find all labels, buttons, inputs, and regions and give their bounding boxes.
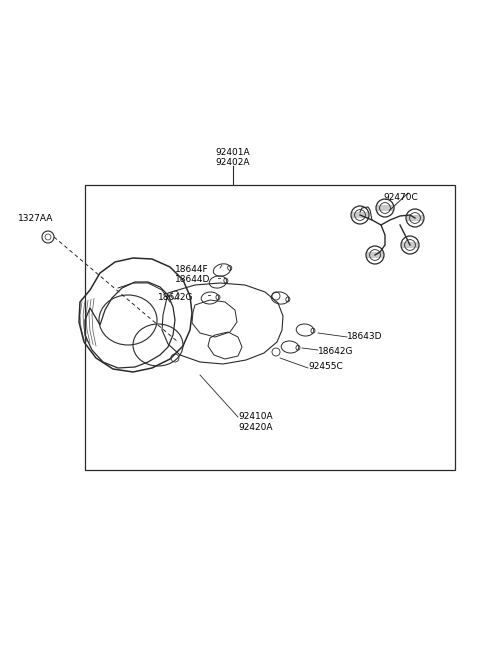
Text: 92470C: 92470C <box>383 193 418 202</box>
Text: 92410A: 92410A <box>238 412 273 421</box>
Text: 18644F: 18644F <box>175 265 209 274</box>
Bar <box>85 185 455 470</box>
Text: 18644D: 18644D <box>175 275 210 284</box>
Text: 92455C: 92455C <box>308 362 343 371</box>
Text: 18643D: 18643D <box>347 332 383 341</box>
Text: 18642G: 18642G <box>318 347 353 356</box>
Text: 92420A: 92420A <box>238 423 273 432</box>
Text: 92401A: 92401A <box>216 148 250 157</box>
Text: 1327AA: 1327AA <box>18 214 53 223</box>
Text: 92402A: 92402A <box>216 158 250 167</box>
Text: 18642G: 18642G <box>158 293 193 302</box>
